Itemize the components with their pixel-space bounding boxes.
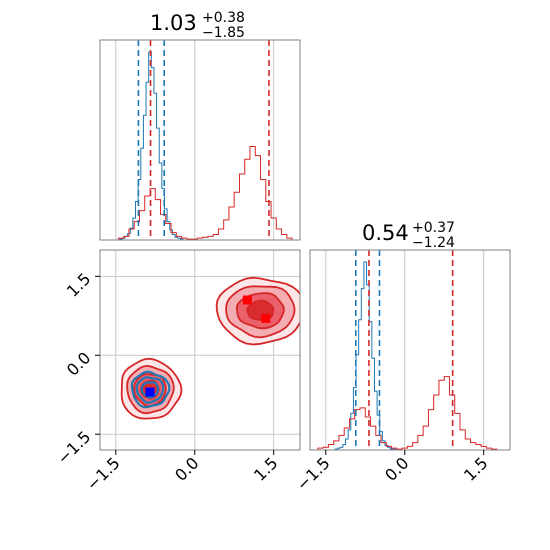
marker-square-2	[242, 295, 252, 305]
histogram-series-1	[334, 261, 399, 450]
marginal-y-title-lower: −1.24	[412, 235, 455, 251]
x-tick-label: 1.5	[250, 453, 281, 484]
marginal-x-title: 1.03	[150, 11, 197, 35]
x-tick-label: −1.5	[83, 453, 124, 494]
joint-contours	[120, 276, 300, 420]
marginal-x-panel: 1.03 +0.38 −1.85	[99, 10, 301, 241]
marginal-x-histograms	[117, 51, 293, 240]
marginal-x-frame	[99, 39, 301, 241]
joint-markers	[145, 295, 271, 397]
marginal-x-title-lower: −1.85	[202, 25, 245, 41]
joint-frame	[99, 249, 301, 451]
marginal-y-grid	[325, 250, 485, 450]
joint-x-ticks: −1.5 0.0 1.5	[83, 450, 282, 494]
x-tick-label: 0.0	[381, 453, 412, 484]
marginal-y-title-value: 0.54	[362, 221, 409, 245]
x-tick-label: −1.5	[293, 453, 334, 494]
blue-contour-1	[130, 370, 171, 409]
histogram-series-2	[117, 145, 293, 240]
marginal-y-title-upper: +0.37	[412, 220, 455, 236]
marginal-x-vlines	[137, 40, 270, 240]
marginal-y-vlines	[354, 250, 454, 450]
marginal-y-x-ticks: −1.5 0.0 1.5	[293, 450, 492, 494]
y-tick-label: 0.0	[63, 348, 94, 379]
y-tick-label: −1.5	[53, 427, 94, 468]
joint-y-ticks: −1.5 0.0 1.5	[53, 269, 100, 468]
marginal-x-grid	[115, 40, 275, 240]
joint-grid	[100, 250, 300, 450]
histogram-series-2	[317, 376, 498, 450]
marginal-y-title: 0.54	[362, 221, 409, 245]
marker-square-1	[145, 387, 155, 397]
blue-contour-2	[135, 376, 165, 404]
x-tick-label: 0.0	[171, 453, 202, 484]
histogram-series-1	[119, 51, 186, 240]
marginal-x-title-upper: +0.38	[202, 10, 245, 26]
marker-square-3	[261, 313, 271, 323]
x-tick-label: 1.5	[460, 453, 491, 484]
marginal-x-title-value: 1.03	[150, 11, 197, 35]
marginal-y-frame	[309, 249, 511, 451]
y-tick-label: 1.5	[63, 269, 94, 300]
marginal-y-histograms	[317, 261, 498, 450]
joint-panel: −1.5 0.0 1.5 −1.5 0.0 1.5	[53, 249, 301, 494]
marginal-y-panel: −1.5 0.0 1.5 0.54 +0.37 −1.24	[293, 220, 511, 494]
